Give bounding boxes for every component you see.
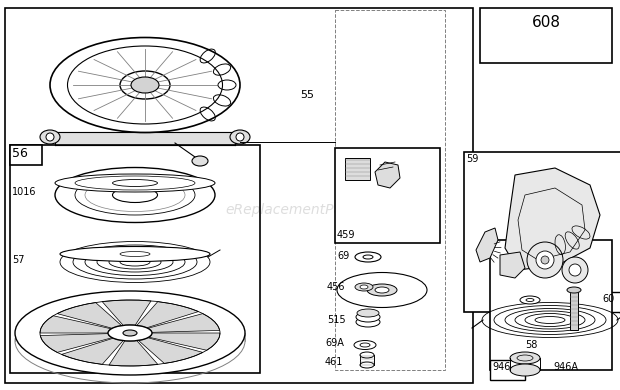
Text: 55: 55 [300, 90, 314, 100]
Ellipse shape [356, 317, 380, 327]
Ellipse shape [520, 296, 540, 304]
Ellipse shape [108, 325, 152, 341]
Polygon shape [476, 228, 498, 262]
Circle shape [236, 133, 244, 141]
Ellipse shape [367, 284, 397, 296]
Text: 69A: 69A [325, 338, 344, 348]
Polygon shape [137, 301, 198, 328]
Text: 515: 515 [327, 315, 345, 325]
Polygon shape [61, 338, 123, 364]
Bar [345, 158, 370, 180]
Text: 59: 59 [466, 154, 479, 164]
Ellipse shape [510, 352, 540, 364]
Ellipse shape [360, 285, 368, 289]
Text: 456: 456 [327, 282, 345, 292]
Ellipse shape [192, 156, 208, 166]
Ellipse shape [123, 330, 137, 336]
Ellipse shape [375, 287, 389, 293]
Circle shape [527, 242, 563, 278]
Text: 60: 60 [602, 294, 614, 304]
Text: 1016: 1016 [12, 187, 37, 197]
Text: eReplacementParts.com: eReplacementParts.com [225, 203, 395, 217]
Ellipse shape [363, 255, 373, 259]
Bar [5, 8, 473, 383]
Ellipse shape [357, 309, 379, 317]
Text: 58: 58 [525, 340, 538, 350]
Bar [490, 240, 612, 370]
Text: 69: 69 [337, 251, 349, 261]
Text: 57: 57 [12, 255, 25, 265]
Polygon shape [505, 168, 600, 270]
Bar [570, 290, 578, 330]
Bar [490, 360, 525, 380]
Ellipse shape [230, 130, 250, 144]
Polygon shape [102, 300, 151, 325]
Ellipse shape [360, 343, 370, 347]
Ellipse shape [360, 362, 374, 368]
Text: 459: 459 [337, 230, 355, 240]
Ellipse shape [567, 287, 581, 293]
Polygon shape [57, 303, 122, 328]
Ellipse shape [355, 252, 381, 262]
Ellipse shape [337, 273, 427, 307]
Bar [464, 152, 620, 312]
Circle shape [46, 133, 54, 141]
Ellipse shape [55, 167, 215, 223]
Bar [10, 145, 260, 373]
Text: 946A: 946A [553, 362, 578, 372]
Ellipse shape [356, 312, 380, 322]
Bar [600, 292, 620, 312]
Polygon shape [109, 340, 158, 366]
Bar [10, 145, 42, 165]
Ellipse shape [526, 298, 534, 301]
Ellipse shape [112, 188, 157, 202]
Ellipse shape [55, 174, 215, 192]
Ellipse shape [40, 130, 60, 144]
Ellipse shape [50, 37, 240, 133]
Ellipse shape [60, 246, 210, 262]
Polygon shape [148, 314, 219, 332]
Circle shape [536, 251, 554, 269]
Circle shape [562, 257, 588, 283]
Polygon shape [149, 333, 220, 350]
Ellipse shape [510, 364, 540, 376]
Polygon shape [500, 252, 525, 278]
Text: 608: 608 [531, 15, 560, 30]
Ellipse shape [355, 283, 373, 291]
Polygon shape [138, 338, 203, 363]
Polygon shape [40, 333, 112, 353]
Circle shape [569, 264, 581, 276]
Ellipse shape [120, 71, 170, 99]
Ellipse shape [15, 291, 245, 375]
Bar [480, 8, 612, 63]
Ellipse shape [112, 179, 157, 186]
Ellipse shape [131, 77, 159, 93]
Ellipse shape [354, 340, 376, 349]
Bar [335, 148, 440, 243]
Text: 461: 461 [325, 357, 343, 367]
Bar [335, 10, 445, 370]
Ellipse shape [360, 352, 374, 358]
Polygon shape [375, 162, 400, 188]
Text: 946: 946 [492, 362, 510, 372]
Circle shape [541, 256, 549, 264]
Polygon shape [40, 316, 111, 333]
Text: 56: 56 [12, 147, 28, 160]
